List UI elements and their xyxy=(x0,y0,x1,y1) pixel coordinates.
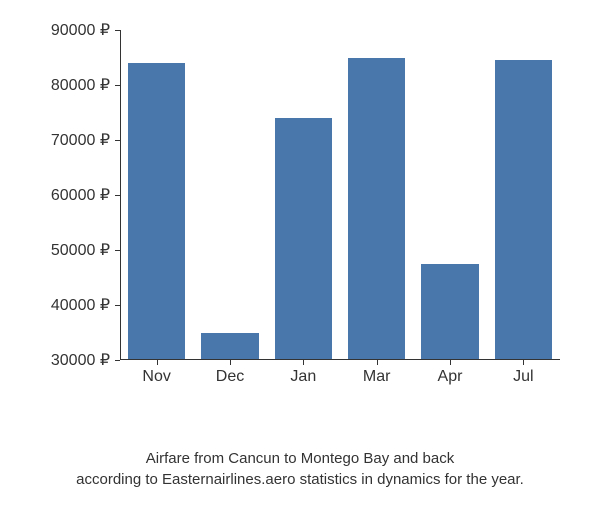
y-axis-label: 90000 ₽ xyxy=(20,20,110,40)
x-axis-label: Jan xyxy=(290,368,316,386)
plot-area xyxy=(120,30,560,360)
y-tick xyxy=(115,360,120,361)
y-axis-label: 40000 ₽ xyxy=(20,295,110,315)
y-axis-label: 60000 ₽ xyxy=(20,185,110,205)
x-axis-label: Jul xyxy=(513,368,533,386)
bar-dec xyxy=(201,333,258,361)
bar-jul xyxy=(495,60,552,360)
bar-apr xyxy=(421,264,478,360)
y-axis-label: 80000 ₽ xyxy=(20,75,110,95)
x-tick xyxy=(303,360,304,365)
y-axis-label: 50000 ₽ xyxy=(20,240,110,260)
y-tick xyxy=(115,305,120,306)
bar-nov xyxy=(128,63,185,360)
chart-caption: Airfare from Cancun to Montego Bay and b… xyxy=(0,448,600,490)
caption-line-2: according to Easternairlines.aero statis… xyxy=(76,471,524,488)
x-axis-label: Mar xyxy=(363,368,391,386)
x-tick xyxy=(157,360,158,365)
bar-jan xyxy=(275,118,332,360)
y-axis-label: 70000 ₽ xyxy=(20,130,110,150)
y-tick xyxy=(115,30,120,31)
x-tick xyxy=(450,360,451,365)
caption-line-1: Airfare from Cancun to Montego Bay and b… xyxy=(146,450,455,467)
x-axis-label: Dec xyxy=(216,368,244,386)
x-tick xyxy=(523,360,524,365)
y-axis-label: 30000 ₽ xyxy=(20,350,110,370)
bar-mar xyxy=(348,58,405,361)
y-tick xyxy=(115,195,120,196)
y-tick xyxy=(115,140,120,141)
x-axis-label: Apr xyxy=(438,368,463,386)
x-tick xyxy=(377,360,378,365)
airfare-chart: 30000 ₽ 40000 ₽ 50000 ₽ 60000 ₽ 70000 ₽ 80000… xyxy=(20,20,580,400)
y-tick xyxy=(115,250,120,251)
x-tick xyxy=(230,360,231,365)
y-tick xyxy=(115,85,120,86)
x-axis-label: Nov xyxy=(142,368,170,386)
